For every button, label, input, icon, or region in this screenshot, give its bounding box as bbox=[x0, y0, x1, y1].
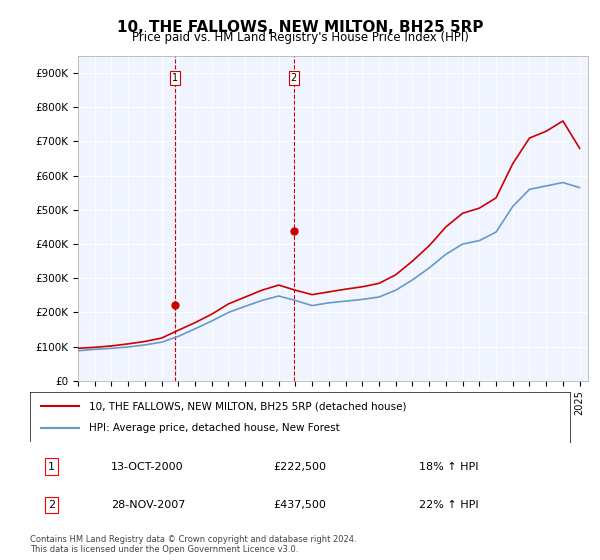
Text: 13-OCT-2000: 13-OCT-2000 bbox=[111, 461, 184, 472]
Text: 1: 1 bbox=[48, 461, 55, 472]
Text: 22% ↑ HPI: 22% ↑ HPI bbox=[419, 500, 478, 510]
Text: 10, THE FALLOWS, NEW MILTON, BH25 5RP: 10, THE FALLOWS, NEW MILTON, BH25 5RP bbox=[117, 20, 483, 35]
Text: 18% ↑ HPI: 18% ↑ HPI bbox=[419, 461, 478, 472]
Text: Contains HM Land Registry data © Crown copyright and database right 2024.
This d: Contains HM Land Registry data © Crown c… bbox=[30, 535, 356, 554]
Text: £222,500: £222,500 bbox=[273, 461, 326, 472]
Text: 1: 1 bbox=[172, 73, 178, 83]
Text: 2: 2 bbox=[291, 73, 297, 83]
Text: £437,500: £437,500 bbox=[273, 500, 326, 510]
Text: 28-NOV-2007: 28-NOV-2007 bbox=[111, 500, 185, 510]
Text: 2: 2 bbox=[48, 500, 55, 510]
Text: HPI: Average price, detached house, New Forest: HPI: Average price, detached house, New … bbox=[89, 423, 340, 433]
Text: Price paid vs. HM Land Registry's House Price Index (HPI): Price paid vs. HM Land Registry's House … bbox=[131, 31, 469, 44]
Text: 10, THE FALLOWS, NEW MILTON, BH25 5RP (detached house): 10, THE FALLOWS, NEW MILTON, BH25 5RP (d… bbox=[89, 401, 407, 411]
